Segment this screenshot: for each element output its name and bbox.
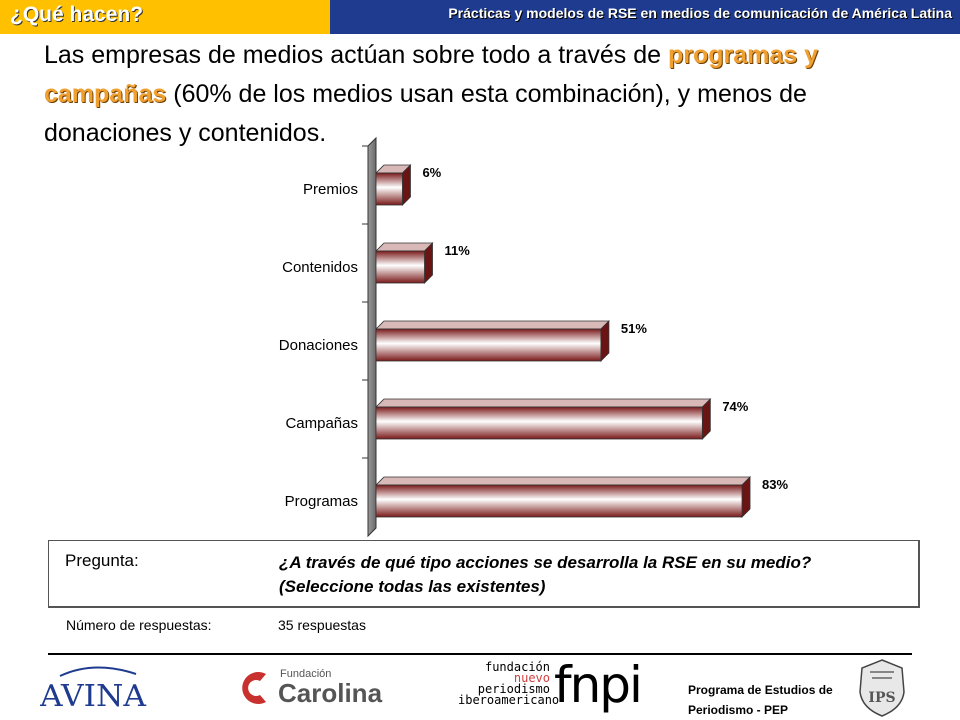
bar-campa-as xyxy=(375,406,703,440)
data-label-programas: 83% xyxy=(762,477,788,492)
category-label-donaciones: Donaciones xyxy=(279,337,358,354)
university-crest-icon: IPS xyxy=(859,659,905,717)
data-label-premios: 6% xyxy=(422,165,441,180)
headline-highlight-campanas: campañas xyxy=(44,80,167,108)
bar-top-contenidos xyxy=(375,242,434,252)
question-box: Pregunta: ¿A través de qué tipo acciones… xyxy=(48,540,920,608)
presentation-header: Prácticas y modelos de RSE en medios de … xyxy=(330,0,960,34)
category-label-premios: Premios xyxy=(303,181,358,198)
bar-donaciones xyxy=(375,328,602,362)
pep-line-2: Periodismo - PEP xyxy=(688,703,789,717)
pep-line-1: Programa de Estudios de xyxy=(688,683,833,697)
fnpi-wordmark: fundación nuevo periodismo iberoamerican… xyxy=(458,660,560,707)
fundacion-label: Fundación xyxy=(280,668,332,680)
pep-label: Programa de Estudios de Periodismo - PEP xyxy=(688,680,858,720)
fnpi-logo: fnpi xyxy=(554,656,643,714)
bar-top-donaciones xyxy=(375,320,610,330)
question-text: ¿A través de qué tipo acciones se desarr… xyxy=(279,553,812,596)
fnpi-line-1: fundación xyxy=(484,660,550,674)
fundacion-carolina-logo: Fundación Carolina xyxy=(236,662,386,712)
bar-top-programas xyxy=(375,476,751,486)
crest-text: IPS xyxy=(868,690,895,706)
data-label-contenidos: 11% xyxy=(445,243,471,258)
bar-premios xyxy=(375,172,403,206)
bar-contenidos xyxy=(375,250,425,284)
responses-label: Número de respuestas: xyxy=(66,617,212,633)
question-label: Pregunta: xyxy=(65,551,139,570)
avina-logo-text: AVINA xyxy=(40,679,146,712)
fnpi-line-3: periodismo xyxy=(477,682,550,696)
avina-logo: AVINA xyxy=(40,666,146,712)
fnpi-line-4: iberoamericano xyxy=(458,693,560,707)
bar-chart: Premios 6% Contenidos 11% Donaciones 51% Campa… xyxy=(279,136,788,538)
headline-part2: (60% de los medios usan esta combinación… xyxy=(44,80,807,147)
presentation-subtitle: Prácticas y modelos de RSE en medios de … xyxy=(448,5,952,21)
avina-swoosh-icon xyxy=(59,666,137,677)
headline-highlight-programas: programas y xyxy=(667,41,819,69)
category-label-programas: Programas xyxy=(285,493,358,510)
section-header: ¿Qué hacen? xyxy=(0,0,330,34)
category-label-campa-as: Campañas xyxy=(285,415,358,432)
footer-divider xyxy=(48,653,912,655)
carolina-label: Carolina xyxy=(278,678,383,708)
data-label-donaciones: 51% xyxy=(621,321,647,336)
headline: Las empresas de medios actúan sobre todo… xyxy=(44,36,924,153)
responses-value: 35 respuestas xyxy=(278,617,366,633)
category-label-contenidos: Contenidos xyxy=(282,259,358,276)
fnpi-line-2: nuevo xyxy=(513,671,550,685)
data-label-campa-as: 74% xyxy=(722,399,748,414)
carolina-c-icon xyxy=(242,672,266,704)
chart-wall xyxy=(367,136,377,538)
section-title: ¿Qué hacen? xyxy=(10,3,144,26)
bar-top-campa-as xyxy=(375,398,712,408)
bar-programas xyxy=(375,484,743,518)
headline-part1: Las empresas de medios actúan sobre todo… xyxy=(44,41,668,69)
